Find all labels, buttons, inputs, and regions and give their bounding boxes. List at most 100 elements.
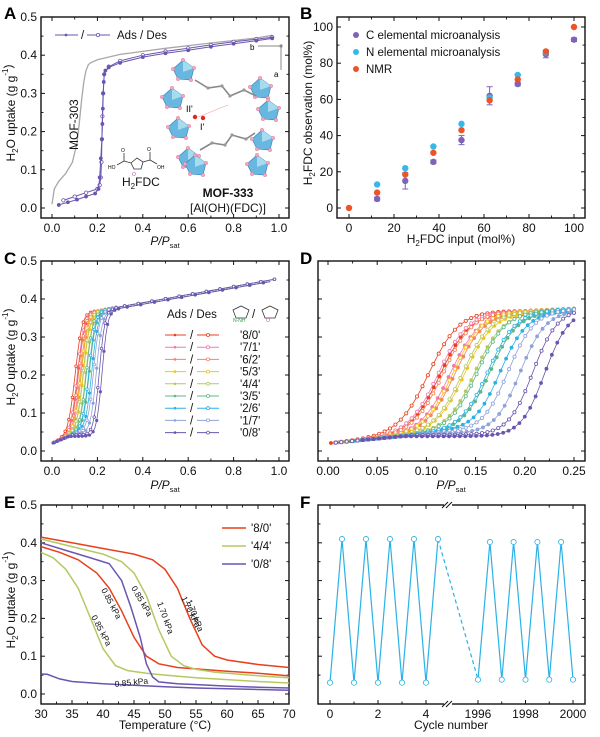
des-point — [512, 410, 517, 415]
o-ring-label: O — [132, 172, 136, 178]
des-point — [561, 308, 566, 313]
legend-slash: / — [190, 415, 194, 427]
axis-break-mark — [445, 700, 453, 708]
x-tick-label: 80 — [522, 221, 536, 235]
oxygen-atom — [269, 84, 273, 88]
des-point — [431, 391, 436, 396]
mof333-ads-point — [101, 91, 106, 96]
des-point — [469, 383, 474, 388]
mof333-ads-point — [106, 65, 111, 70]
des-point — [409, 403, 414, 408]
ads-point — [87, 433, 92, 437]
oxygen-atom — [266, 98, 270, 102]
ads-point — [479, 433, 484, 438]
ads-point — [62, 436, 66, 440]
data-point-nmr — [373, 189, 381, 196]
ads-point — [360, 438, 365, 442]
ads-point — [484, 378, 488, 383]
legend-label: '4/4' — [240, 379, 260, 391]
ads-point — [398, 434, 403, 439]
ads-point — [509, 345, 514, 350]
des-point — [431, 362, 436, 367]
des-point — [99, 346, 104, 351]
x-tick-label: 0.05 — [366, 464, 390, 478]
des-point — [485, 327, 490, 332]
isobar-curve — [40, 536, 290, 669]
des-point — [490, 339, 495, 344]
legend-label: '7/1' — [240, 342, 260, 354]
legend-marker — [353, 66, 359, 72]
mof333-ads-point — [100, 122, 105, 126]
oxygen-atom — [201, 173, 205, 177]
x-tick-label: 0.4 — [134, 221, 151, 235]
des-point — [479, 382, 484, 387]
plot-frame — [40, 260, 290, 462]
des-point — [425, 414, 430, 419]
y-tick-label: 0.5 — [20, 10, 37, 24]
des-point — [490, 401, 495, 406]
des-point — [550, 311, 555, 316]
x-tick-label: 0.8 — [225, 464, 242, 478]
ads-point — [540, 326, 545, 331]
des-point — [398, 417, 403, 422]
carbon-atom — [244, 137, 248, 141]
carbon-atom — [228, 94, 232, 98]
mof333-ads-point — [208, 44, 213, 49]
x-tick-label: 60 — [220, 707, 234, 721]
mof333-ads-point — [100, 137, 104, 142]
legend-title: Ads / Des — [167, 309, 217, 321]
data-point-c — [570, 36, 578, 43]
axis-b-label: b — [250, 43, 255, 52]
oxygen-atom — [248, 85, 252, 89]
pressure-label: 0.85 kPa — [114, 676, 149, 689]
des-point — [534, 320, 539, 325]
carbon-atom — [220, 84, 224, 88]
des-point — [333, 440, 338, 445]
des-point — [81, 320, 86, 324]
bond — [123, 160, 132, 164]
des-point — [420, 401, 425, 406]
ads-point — [55, 439, 59, 444]
x-tick-label: 0.2 — [89, 464, 106, 478]
ads-line-6 — [354, 310, 572, 442]
des-point — [496, 318, 501, 323]
legend-label: NMR — [366, 64, 392, 76]
des-point — [539, 310, 544, 315]
oxygen-atom — [181, 94, 185, 98]
carbon-atom — [223, 143, 227, 147]
x-tick-label: 30 — [34, 707, 48, 721]
cycle-point — [474, 676, 481, 683]
des-point — [469, 353, 474, 358]
y-tick-label: 100 — [313, 20, 333, 34]
ads-point — [462, 413, 467, 418]
legend-marker — [353, 32, 359, 38]
des-point — [485, 430, 490, 435]
des-point — [479, 317, 484, 322]
octahedron-face — [262, 130, 273, 142]
octahedron-face — [260, 78, 271, 90]
octahedron-face — [172, 88, 183, 100]
ads-point — [453, 407, 457, 412]
ads-point — [376, 436, 381, 441]
axis-break-mark — [441, 501, 449, 509]
des-point — [74, 393, 78, 397]
des-point — [474, 329, 479, 334]
ads-point — [234, 286, 238, 290]
ads-point — [528, 405, 533, 410]
h-bond — [197, 104, 229, 118]
ads-point — [566, 323, 570, 328]
ads-point — [403, 434, 408, 439]
des-point — [463, 409, 468, 414]
ads-point — [467, 407, 472, 412]
des-point — [436, 399, 441, 404]
y-tick-label: 0.1 — [20, 649, 37, 663]
des-point — [99, 316, 104, 320]
ads-point — [520, 329, 525, 333]
x-tick-label: 0.6 — [180, 464, 197, 478]
des-point — [490, 316, 495, 321]
des-point — [96, 332, 100, 336]
oh-label: HO — [108, 165, 116, 171]
oxygen-atom — [274, 118, 278, 122]
ads-point — [436, 434, 441, 439]
